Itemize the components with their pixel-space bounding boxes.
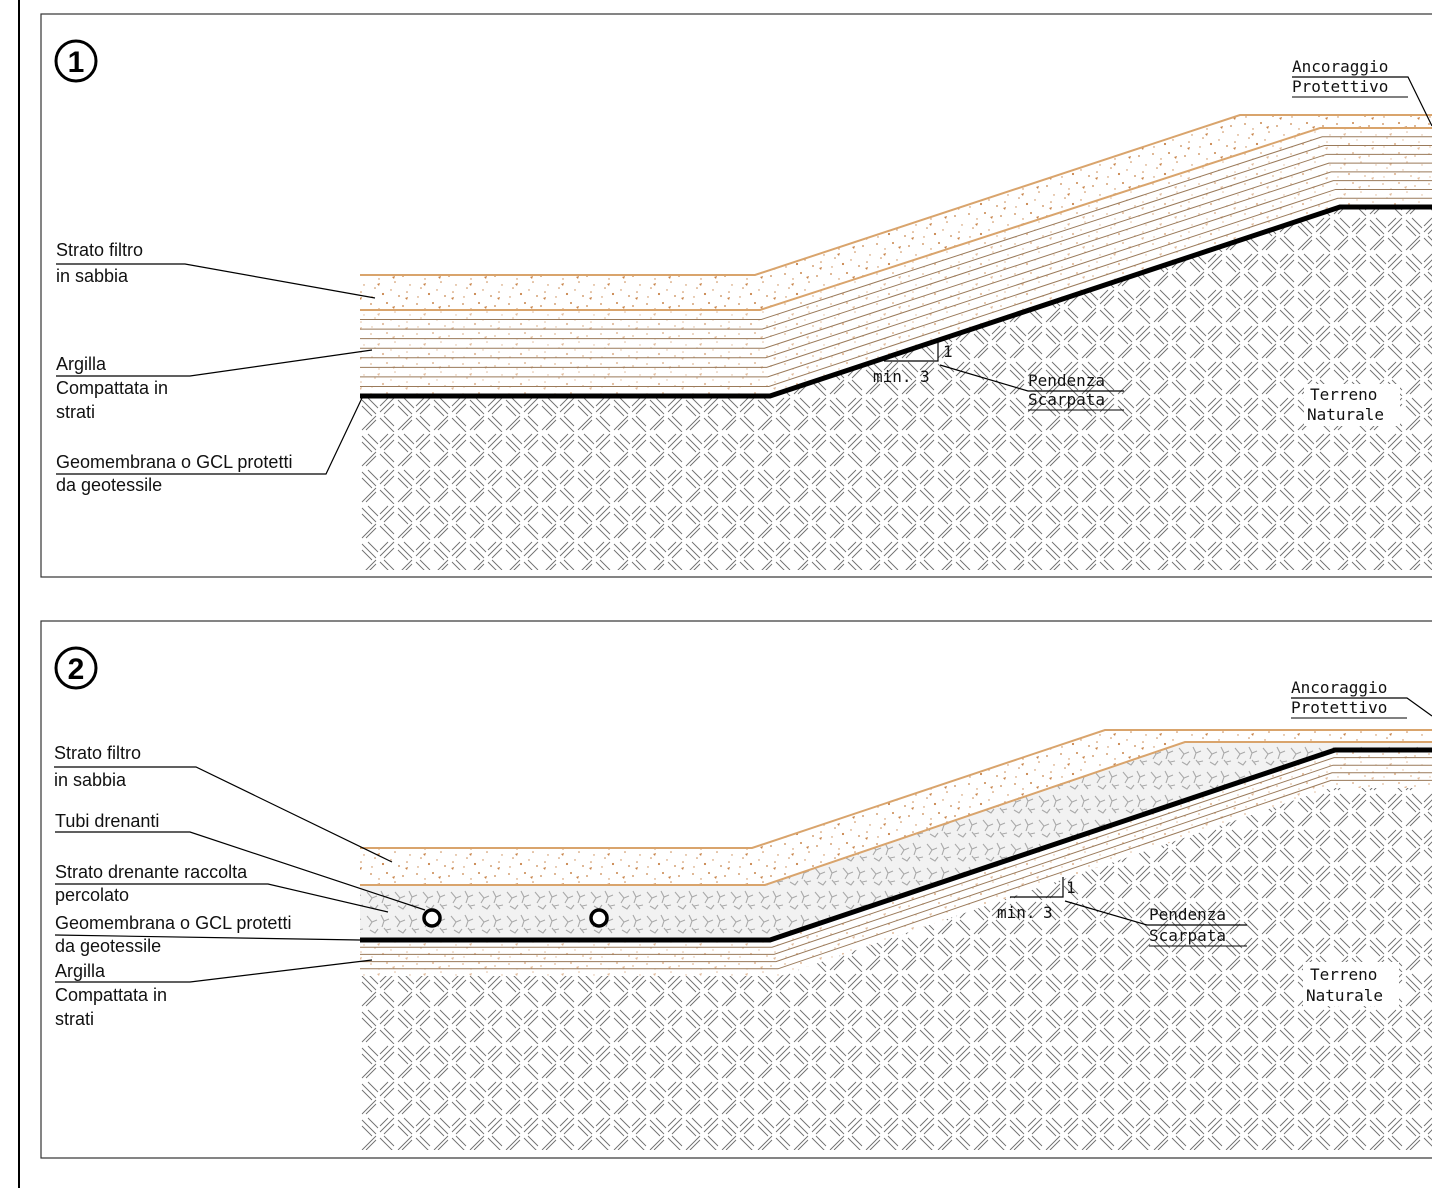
leader-geomembrana [56, 397, 363, 475]
panel-2-sand-layer [360, 730, 1432, 885]
panel-2-clay-lines [360, 757, 1432, 970]
panel-2-number: 2 [68, 653, 85, 686]
panel-2-slope-indicator: min. 3 1 [997, 877, 1076, 922]
label-geomembrana: Geomembrana o GCL protetti [56, 452, 292, 472]
panel-2-natural-soil [360, 788, 1432, 1150]
clay-stratum-line [360, 145, 1432, 330]
drain-pipe-1 [422, 908, 442, 928]
label-naturale: Naturale [1307, 405, 1384, 424]
clay-stratum-line [360, 764, 1432, 955]
label-tubi: Tubi drenanti [55, 811, 159, 831]
label-ancoraggio-2: Protettivo [1292, 77, 1388, 96]
leader-argilla [56, 349, 373, 377]
clay-stratum-line [360, 136, 1432, 321]
label-strato-filtro: Strato filtro [56, 240, 143, 260]
leader-argilla-2 [55, 959, 373, 983]
clay-stratum-line [360, 757, 1432, 948]
panel-2-geomembrane [360, 747, 1432, 943]
panel-1-number-badge: 1 [54, 39, 98, 83]
label-terreno: Terreno [1310, 385, 1377, 404]
clay-stratum-line [360, 162, 1432, 349]
panel-2-number-badge: 2 [54, 646, 98, 690]
label-drenante: Strato drenante raccolta [55, 862, 248, 882]
label-strato-filtro-2: in sabbia [54, 770, 127, 790]
outer-frame [18, 0, 1432, 1188]
leader-pendenza [939, 364, 1124, 392]
leader-strato-filtro [56, 263, 376, 299]
label-strato-filtro: Strato filtro [54, 743, 141, 763]
label-terreno: Terreno [1310, 965, 1377, 984]
label-ancoraggio: Ancoraggio [1292, 57, 1388, 76]
terreno-label-bg [1304, 384, 1400, 426]
label-pendenza: Pendenza [1028, 371, 1105, 390]
panel-1-number: 1 [68, 46, 85, 79]
panel-1-sand-top [360, 114, 1432, 276]
label-drenante-2: percolato [55, 885, 129, 905]
panel-1-natural-soil [360, 207, 1432, 570]
label-argilla-2: Compattata in [56, 378, 168, 398]
terreno-label-bg-2 [1303, 962, 1399, 1006]
label-ancoraggio: Ancoraggio [1291, 678, 1387, 697]
label-ancoraggio-2: Protettivo [1291, 698, 1387, 717]
panel-2-clay-layer-dots [360, 750, 1432, 976]
leader-pendenza-2 [1064, 900, 1247, 926]
leader-geomembrana-2 [54, 934, 361, 941]
slope-min: min. [997, 903, 1036, 922]
clay-stratum-line [360, 188, 1432, 378]
panel-1: 1 Strato filtro in sabbia Argilla Compat… [40, 13, 1432, 578]
label-geomembrana: Geomembrana o GCL protetti [55, 913, 291, 933]
panel-2-sand-top [360, 729, 1432, 849]
leader-ancoraggio-2 [1291, 697, 1432, 717]
panel-1-slope-indicator: min. 3 1 [873, 339, 953, 386]
clay-stratum-line [360, 197, 1432, 387]
panel-2: 2 Strato filtro in sabbia Tubi drenanti … [40, 620, 1432, 1159]
leader-ancoraggio [1292, 76, 1432, 127]
panel-2-sand-bottom [360, 741, 1432, 886]
drain-pipe-2 [589, 908, 609, 928]
label-argilla-3: strati [56, 402, 95, 422]
label-geomembrana-2: da geotessile [55, 936, 161, 956]
label-pendenza: Pendenza [1149, 905, 1226, 924]
clay-stratum-line [360, 153, 1432, 340]
slope-min: min. [873, 367, 912, 386]
leader-strato-filtro-2 [54, 766, 393, 863]
label-argilla: Argilla [55, 961, 106, 981]
clay-stratum-line [360, 180, 1432, 368]
slope-rise: 1 [1066, 878, 1076, 897]
label-argilla: Argilla [56, 354, 107, 374]
slope-run: 3 [920, 367, 930, 386]
clay-stratum-line [360, 779, 1432, 970]
panel-1-sand-bottom [360, 127, 1432, 311]
leader-tubi [55, 831, 426, 911]
panel-1-clay-lines [360, 136, 1432, 387]
label-geomembrana-2: da geotessile [56, 475, 162, 495]
label-scarpata: Scarpata [1149, 926, 1226, 945]
panel-1-geomembrane [360, 204, 1432, 399]
panel-1-sand-layer [360, 115, 1432, 310]
label-strato-filtro-2: in sabbia [56, 266, 129, 286]
slope-run: 3 [1043, 903, 1053, 922]
clay-stratum-line [360, 772, 1432, 963]
label-scarpata: Scarpata [1028, 390, 1105, 409]
leader-drenante [55, 883, 389, 913]
label-argilla-2: Compattata in [55, 985, 167, 1005]
clay-stratum-line [360, 171, 1432, 359]
slope-rise: 1 [943, 342, 953, 361]
label-naturale: Naturale [1306, 986, 1383, 1005]
label-argilla-3: strati [55, 1009, 94, 1029]
